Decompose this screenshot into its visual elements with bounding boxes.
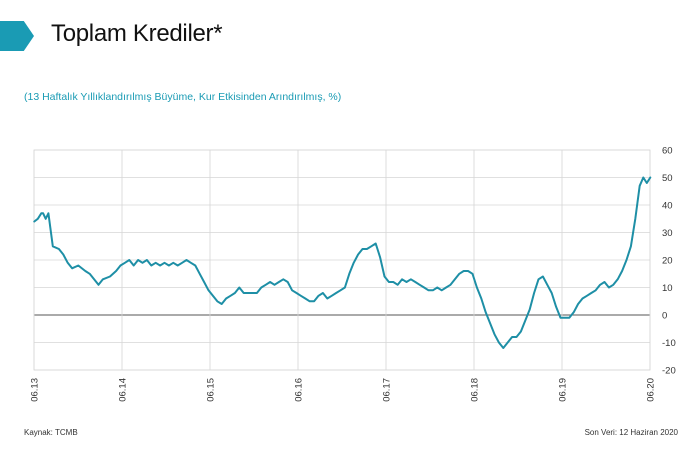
x-tick-label: 06.14 <box>118 378 129 402</box>
series-line-0 <box>33 176 652 349</box>
tick-labels: 60 50 40 30 20 10 0 -10 -20 06.13 06.14 06.15 06.16 0… <box>30 146 676 402</box>
axes <box>33 149 651 371</box>
grid-lines <box>33 149 651 371</box>
plot-frame <box>33 149 651 371</box>
x-tick-label: 06.18 <box>470 378 481 402</box>
y-tick-label: 30 <box>662 228 673 239</box>
source-note: Kaynak: TCMB <box>24 428 78 437</box>
x-tick-label: 06.15 <box>206 378 217 402</box>
x-tick-label: 06.13 <box>30 378 41 402</box>
x-tick-label: 06.16 <box>294 378 305 402</box>
y-tick-label: 50 <box>662 173 673 184</box>
y-tick-label: 10 <box>662 283 673 294</box>
last-data-note: Son Veri: 12 Haziran 2020 <box>584 428 678 437</box>
page-title: Toplam Krediler* <box>51 20 223 47</box>
y-tick-label: 20 <box>662 256 673 267</box>
y-tick-label: 40 <box>662 201 673 212</box>
series-layer <box>33 176 652 349</box>
chart-subtitle: (13 Haftalık Yıllıklandırılmış Büyüme, K… <box>24 91 342 103</box>
y-tick-label: -20 <box>662 366 676 377</box>
y-tick-label: 0 <box>662 311 667 322</box>
y-tick-label: 60 <box>662 146 673 157</box>
x-tick-label: 06.19 <box>558 378 569 402</box>
y-tick-label: -10 <box>662 338 676 349</box>
x-tick-label: 06.17 <box>382 378 393 402</box>
x-tick-label: 06.20 <box>646 378 657 402</box>
